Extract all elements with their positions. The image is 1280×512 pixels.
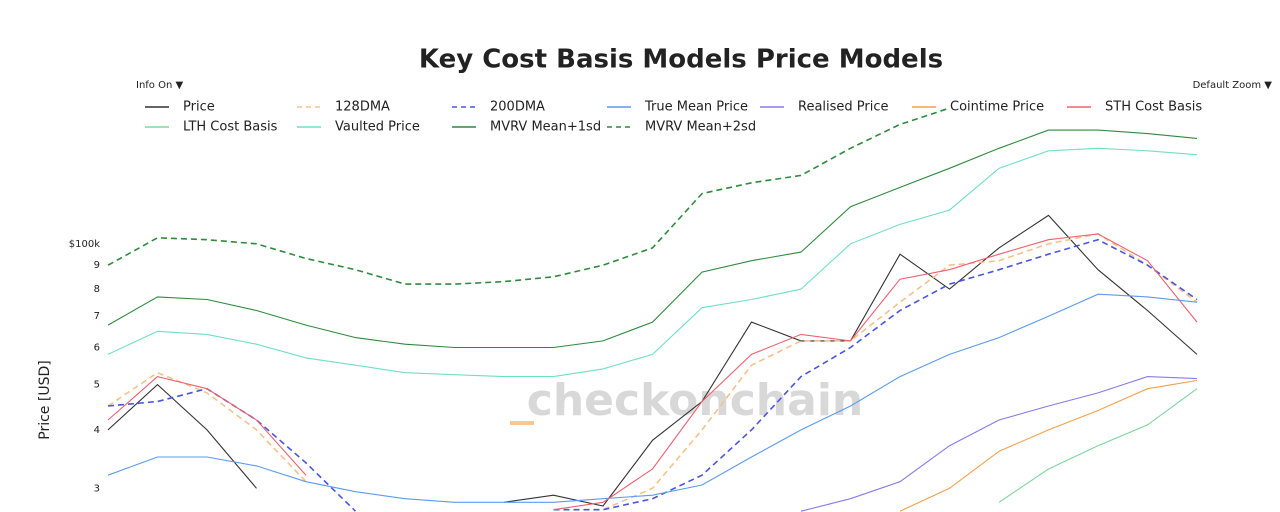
series-line: [107, 233, 1198, 511]
legend-label: Realised Price: [798, 100, 889, 115]
y-tick-label: $100k: [69, 239, 100, 250]
series-line: [800, 376, 1198, 512]
y-tick-label: 3: [94, 483, 100, 494]
y-tick-label: 7: [94, 311, 100, 322]
series-line: [107, 147, 1198, 378]
plot-area: [107, 107, 1198, 512]
series-line: [107, 214, 1198, 507]
legend-label: 200DMA: [490, 100, 545, 115]
y-tick-label: 4: [94, 425, 100, 436]
legend-label: Cointime Price: [950, 100, 1044, 115]
zoom-control[interactable]: Default Zoom ▼: [1193, 80, 1273, 91]
chart-title: Key Cost Basis Models Price Models: [419, 45, 943, 75]
watermark-mark: [510, 421, 534, 425]
legend-label: STH Cost Basis: [1105, 100, 1202, 115]
y-tick-label: 6: [94, 343, 100, 354]
info-toggle[interactable]: Info On ▼: [136, 80, 183, 91]
y-tick-label: 5: [94, 380, 100, 391]
legend-label: 128DMA: [335, 100, 390, 115]
y-axis-title: Price [USD]: [37, 360, 53, 439]
y-tick-label: 8: [94, 284, 100, 295]
series-line: [107, 129, 1198, 349]
legend-label: MVRV Mean+1sd: [490, 120, 601, 135]
legend-label: LTH Cost Basis: [183, 120, 278, 135]
series-line: [107, 233, 1198, 511]
legend-label: Vaulted Price: [335, 120, 420, 135]
legend-label: Price: [183, 100, 215, 115]
series-line: [899, 379, 1198, 512]
legend-label: True Mean Price: [644, 100, 748, 115]
series-line: [107, 107, 950, 285]
series-line: [107, 293, 1198, 503]
watermark: checkonchain: [527, 375, 863, 426]
series-line: [998, 388, 1198, 503]
y-tick-label: 9: [94, 260, 100, 271]
legend-label: MVRV Mean+2sd: [645, 120, 756, 135]
